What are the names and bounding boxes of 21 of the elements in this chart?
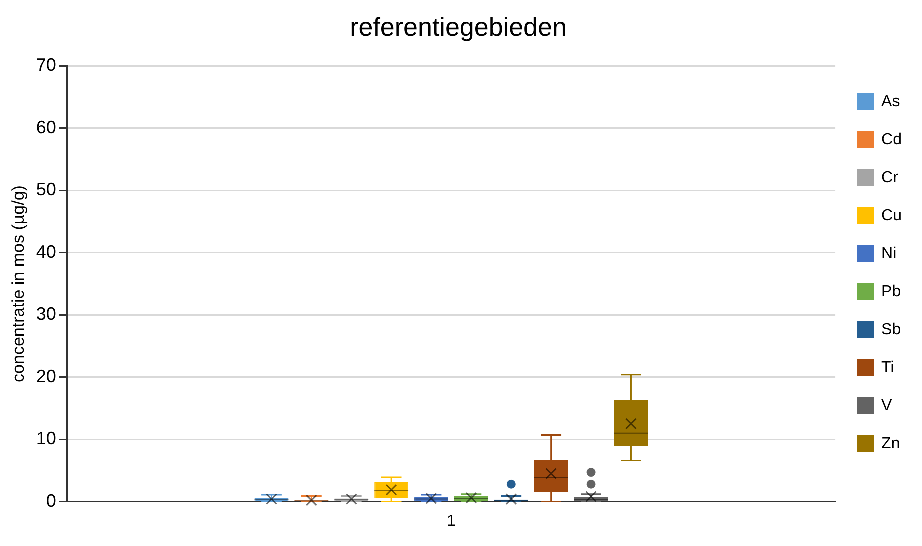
- y-axis-title: concentratie in mos (µg/g): [8, 186, 28, 382]
- legend-label: V: [882, 397, 893, 414]
- legend-label: Sb: [882, 321, 902, 338]
- legend-label: Pb: [882, 283, 902, 300]
- legend-label: As: [882, 93, 900, 110]
- legend-label: Ni: [882, 245, 897, 262]
- y-tick-label: 20: [36, 366, 56, 386]
- legend-label: Cu: [882, 207, 902, 224]
- y-tick-label: 0: [46, 490, 56, 511]
- y-tick-label: 50: [36, 180, 56, 200]
- legend-label: Cd: [882, 131, 902, 148]
- y-tick-label: 10: [36, 428, 56, 449]
- y-tick-label: 60: [36, 117, 56, 138]
- x-tick-label: 1: [447, 512, 456, 530]
- y-tick-label: 30: [36, 304, 56, 324]
- y-tick-label: 70: [36, 55, 56, 76]
- legend-label: Cr: [882, 169, 900, 186]
- chart-title: referentiegebieden: [350, 12, 567, 42]
- legend-label: Ti: [882, 359, 894, 376]
- legend-label: Zn: [882, 435, 900, 452]
- y-tick-label: 40: [36, 242, 56, 262]
